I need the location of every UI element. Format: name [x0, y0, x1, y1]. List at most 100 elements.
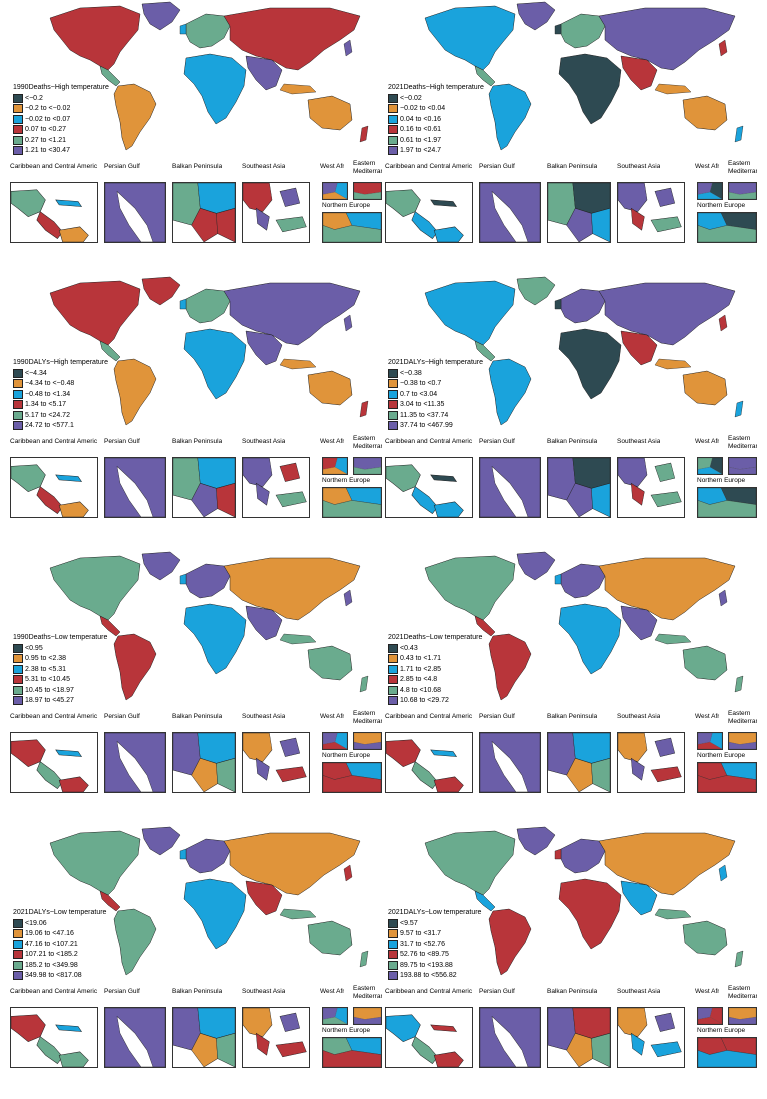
- inset-region: [354, 1017, 381, 1024]
- inset-region: [433, 1051, 464, 1067]
- legend: 2021DALYs~Low temperature <19.06 19.06 to …: [13, 909, 106, 981]
- legend-title: 2021DALYs~Low temperature: [388, 909, 482, 916]
- legend-entry: 31.7 to <52.76: [388, 939, 481, 950]
- legend-swatch: [13, 643, 23, 653]
- legend-label: 185.2 to <349.98: [25, 961, 78, 969]
- legend-label: 0.61 to <1.97: [400, 136, 442, 144]
- inset-label-northeu: Northern Europe: [697, 477, 746, 484]
- inset-map-northeu: [697, 1037, 757, 1068]
- region-europe: [560, 563, 606, 599]
- legend: 2021Deaths~Low temperature <0.43 0.43 to <…: [388, 634, 482, 706]
- inset-label-northeu: Northern Europe: [322, 1027, 371, 1034]
- inset-region: [216, 208, 235, 242]
- region-japan-island: [718, 39, 728, 57]
- inset-region: [346, 488, 381, 505]
- legend-entry: 4.8 to <10.68: [388, 685, 482, 696]
- inset-region: [275, 491, 307, 508]
- inset-map-persian: [104, 1007, 166, 1068]
- inset-label-caribbean: Caribbean and Central Americ: [10, 438, 98, 445]
- inset-maps: Caribbean and Central Americ Persian Gulf…: [385, 435, 757, 520]
- inset-region: [191, 1033, 218, 1067]
- inset-map-westafr: [322, 732, 348, 750]
- world-map: [424, 551, 744, 701]
- region-north-america: [424, 555, 516, 621]
- inset-region: [323, 1050, 381, 1067]
- region-south-asia: [620, 55, 658, 91]
- inset-label-westafr: West Afri: [320, 438, 344, 445]
- inset-region: [197, 1008, 235, 1039]
- region-russia-asia: [598, 557, 736, 621]
- inset-region: [197, 183, 235, 214]
- legend-label: 10.45 to <18.97: [25, 686, 74, 694]
- inset-label-persian: Persian Gulf: [479, 163, 515, 170]
- legend-label: 89.75 to <193.88: [400, 961, 453, 969]
- inset-region: [698, 467, 722, 474]
- inset-label-balkan: Balkan Peninsula: [172, 163, 223, 170]
- inset-map-northeu: [322, 1037, 382, 1068]
- legend-label: 193.88 to <556.82: [400, 972, 457, 980]
- legend-swatch: [388, 939, 398, 949]
- inset-region: [279, 462, 301, 482]
- region-new-zealand: [734, 675, 744, 693]
- inset-maps: Caribbean and Central Americ Persian Gulf…: [10, 985, 382, 1070]
- legend-swatch: [13, 146, 23, 156]
- legend-entry: −0.02 to <0.04: [388, 104, 484, 115]
- legend-entry: 1.34 to <5.17: [13, 400, 108, 411]
- legend-label: 2.85 to <4.8: [400, 676, 438, 684]
- region-new-zealand: [359, 950, 369, 968]
- region-new-zealand: [734, 125, 744, 143]
- inset-label-northeu: Northern Europe: [322, 752, 371, 759]
- inset-region: [323, 225, 381, 242]
- region-north-america: [49, 280, 141, 346]
- inset-region: [334, 458, 347, 474]
- inset-region: [591, 483, 610, 517]
- region-uk-island: [554, 573, 562, 585]
- region-indonesia-islands: [279, 83, 317, 95]
- legend-entry: 19.06 to <47.16: [13, 929, 106, 940]
- legend-swatch: [13, 400, 23, 410]
- inset-region: [354, 467, 381, 474]
- inset-region: [36, 486, 63, 514]
- inset-region: [323, 1017, 347, 1024]
- inset-region: [433, 501, 464, 517]
- inset-region: [216, 483, 235, 517]
- region-greenland: [516, 551, 556, 581]
- inset-region: [116, 1015, 154, 1067]
- legend-swatch: [388, 664, 398, 674]
- inset-label-seasia: Southeast Asia: [617, 988, 661, 995]
- region-africa: [558, 603, 622, 675]
- region-australia: [682, 95, 728, 131]
- legend-entry: 18.97 to <45.27: [13, 696, 107, 707]
- legend-title: 1990DALYs~High temperature: [13, 359, 109, 366]
- inset-region: [698, 1050, 756, 1067]
- inset-region: [116, 740, 154, 792]
- inset-region: [55, 1024, 83, 1032]
- inset-region: [698, 225, 756, 242]
- inset-region: [591, 208, 610, 242]
- region-uk-island: [554, 298, 562, 310]
- region-new-zealand: [359, 400, 369, 418]
- region-south-america: [113, 908, 157, 976]
- inset-region: [279, 1012, 301, 1032]
- inset-region: [334, 733, 347, 749]
- inset-label-northeu: Northern Europe: [697, 202, 746, 209]
- legend: 2021DALYs~High temperature <−0.38 −0.38 to…: [388, 359, 483, 431]
- legend-swatch: [13, 125, 23, 135]
- map-panel-1: 1990Deaths~High temperature <−0.2 −0.2 to …: [10, 0, 382, 270]
- region-indonesia-islands: [279, 358, 317, 370]
- legend-swatch: [388, 685, 398, 695]
- region-russia-asia: [598, 832, 736, 896]
- legend-label: <−0.02: [400, 94, 422, 102]
- legend: 1990Deaths~High temperature <−0.2 −0.2 to …: [13, 84, 109, 156]
- inset-map-caribbean: [10, 732, 98, 793]
- inset-map-eastmed: [353, 182, 382, 200]
- legend-label: 1.21 to <30.47: [25, 147, 70, 155]
- legend-entry: <−0.2: [13, 93, 109, 104]
- inset-region: [386, 464, 421, 493]
- inset-region: [323, 500, 381, 517]
- legend-entry: <0.43: [388, 643, 482, 654]
- inset-region: [55, 199, 83, 207]
- inset-region: [116, 465, 154, 517]
- legend-entry: <−0.38: [388, 368, 483, 379]
- inset-region: [654, 1012, 676, 1032]
